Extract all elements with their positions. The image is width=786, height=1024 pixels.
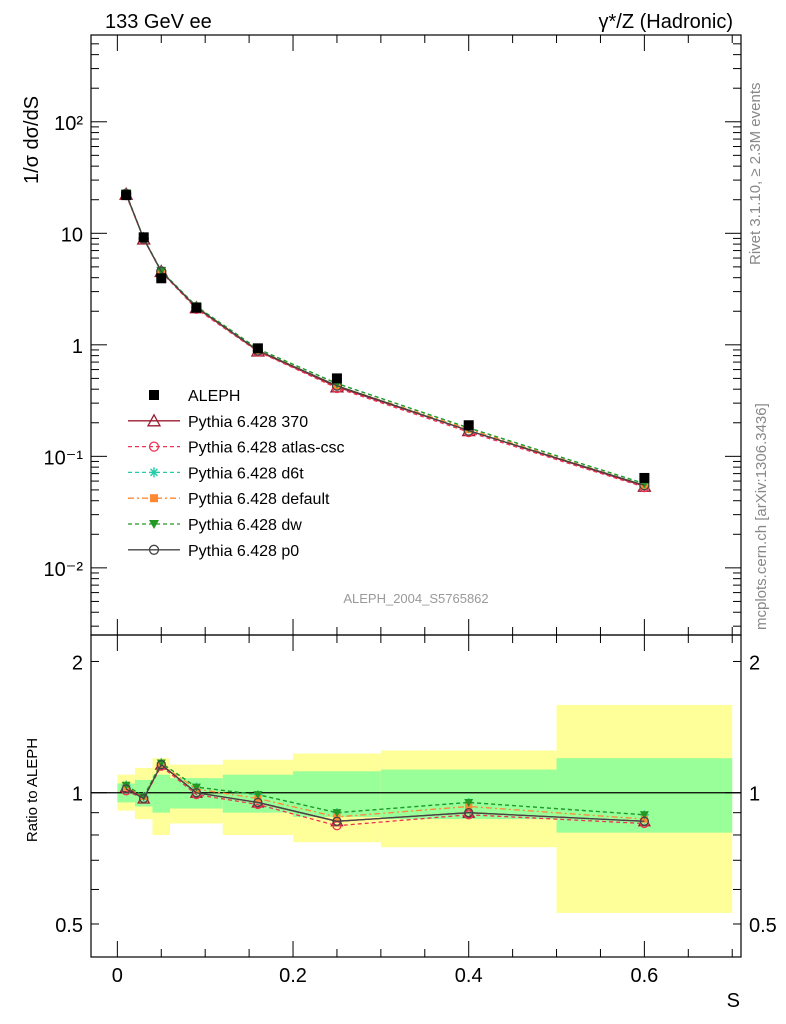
y-tick-label-right: 1 (749, 784, 760, 806)
y-tick-label: 0.5 (55, 915, 83, 937)
x-tick-label: 0.6 (630, 965, 658, 987)
data-point (191, 302, 202, 313)
legend-label: Pythia 6.428 dw (188, 517, 302, 534)
y-tick-label: 1 (72, 784, 83, 806)
data-point (332, 809, 342, 818)
y-tick-label-right: 2 (749, 652, 760, 674)
x-tick-label: 0.2 (279, 965, 307, 987)
series-line (125, 193, 645, 486)
data-point (639, 472, 650, 483)
data-point (138, 232, 149, 243)
y-tick-label: 2 (72, 652, 83, 674)
data-point (331, 373, 342, 384)
ratio-plot: 0.5 0.5 1 1 2 2 0 0.2 0.4 0.6 (55, 634, 777, 987)
legend-label: Pythia 6.428 p0 (188, 543, 299, 560)
y-tick-label: 10⁻¹ (44, 447, 84, 469)
x-tick-label: 0 (112, 965, 123, 987)
series-line (125, 194, 645, 488)
header-left: 133 GeV ee (105, 11, 212, 33)
data-point (253, 791, 263, 800)
y-tick-label: 10⁻² (44, 559, 84, 581)
data-point (252, 343, 263, 354)
legend-entry-pythia-6-428-p0: Pythia 6.428 p0 (128, 543, 299, 560)
legend-entry-pythia-6-428-atlas-csc: Pythia 6.428 atlas-csc (128, 440, 345, 457)
series-line (125, 763, 645, 822)
legend-entry-aleph: ALEPH (149, 388, 240, 405)
data-point (191, 788, 202, 798)
legend-marker (150, 494, 158, 503)
legend-marker (146, 413, 162, 427)
data-point (464, 808, 474, 818)
y-tick-label: 10 (61, 224, 83, 246)
data-point (464, 798, 474, 807)
main-plot: 10⁻² 10⁻¹ 1 10 10² (44, 34, 742, 636)
legend-label: Pythia 6.428 atlas-csc (188, 440, 345, 457)
data-point (332, 816, 342, 826)
xlabel: S (727, 990, 740, 1012)
ratio-frame (90, 634, 742, 958)
data-point (121, 781, 131, 790)
data-point (253, 797, 263, 808)
data-point (191, 783, 201, 792)
data-point (121, 190, 132, 201)
legend-marker (149, 520, 159, 529)
legend-label: Pythia 6.428 d6t (188, 465, 304, 482)
ratio-series-pythia-6-428-p0 (121, 759, 650, 826)
legend-marker (149, 390, 159, 400)
band-inner (152, 774, 171, 813)
legend-label: ALEPH (188, 388, 240, 405)
series-aleph (121, 190, 650, 483)
y-tick-label: 10² (54, 113, 83, 135)
legend-entry-pythia-6-428-default: Pythia 6.428 default (128, 491, 330, 508)
data-point (121, 784, 131, 794)
data-point (139, 793, 149, 804)
legend-entry-pythia-6-428-dw: Pythia 6.428 dw (128, 517, 302, 534)
legend-entry-pythia-6-428-370: Pythia 6.428 370 (128, 413, 308, 431)
ratio-ylabel: Ratio to ALEPH (24, 738, 41, 842)
legend-marker (148, 544, 160, 555)
mcplots-label: mcplots.cern.ch [arXiv:1306.3436] (753, 403, 770, 630)
data-point (463, 420, 474, 431)
series-line (125, 763, 645, 820)
data-point (156, 759, 166, 770)
data-point (639, 811, 649, 820)
main-ylabel: 1/σ dσ/dS (21, 96, 43, 184)
legend-entry-pythia-6-428-d6t: Pythia 6.428 d6t (128, 465, 304, 482)
data-point (156, 273, 167, 284)
legend-label: Pythia 6.428 370 (188, 414, 308, 431)
legend-label: Pythia 6.428 default (188, 491, 330, 508)
legend-marker (148, 441, 160, 452)
y-tick-label: 1 (72, 336, 83, 358)
legend: ALEPH Pythia 6.428 370 Pythia 6.428 atlas-… (128, 388, 345, 560)
data-point (639, 816, 650, 826)
rivet-label: Rivet 3.1.10, ≥ 2.3M events (747, 83, 764, 266)
legend-marker (149, 467, 159, 478)
header-right: γ*/Z (Hadronic) (599, 11, 733, 33)
analysis-label: ALEPH_2004_S5765862 (343, 591, 488, 606)
y-tick-label-right: 0.5 (749, 915, 777, 937)
x-tick-label: 0.4 (455, 965, 483, 987)
uncertainty-bands (117, 704, 733, 913)
